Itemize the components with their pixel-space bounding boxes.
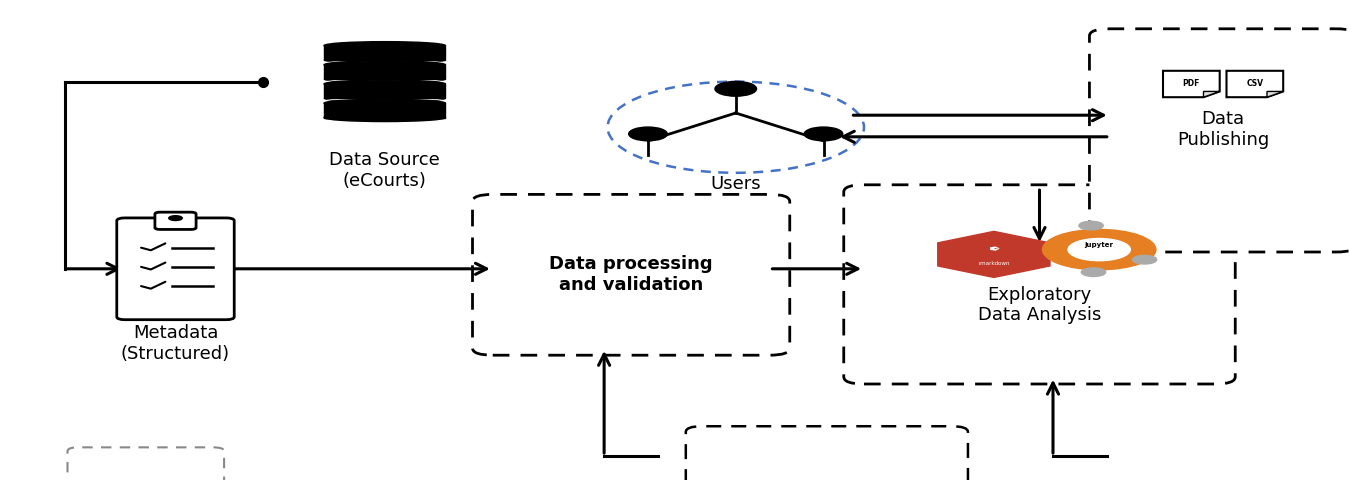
Bar bbox=[324, 84, 446, 98]
Ellipse shape bbox=[324, 75, 446, 83]
Polygon shape bbox=[1203, 91, 1219, 97]
Circle shape bbox=[1133, 255, 1157, 264]
Circle shape bbox=[169, 216, 182, 220]
Text: Data Source
(eCourts): Data Source (eCourts) bbox=[329, 151, 440, 190]
Circle shape bbox=[1042, 229, 1156, 270]
Ellipse shape bbox=[324, 99, 446, 107]
FancyBboxPatch shape bbox=[844, 185, 1235, 384]
Circle shape bbox=[716, 82, 756, 96]
Ellipse shape bbox=[324, 95, 446, 102]
Text: Exploratory
Data Analysis: Exploratory Data Analysis bbox=[977, 286, 1102, 324]
Text: jupyter: jupyter bbox=[1084, 241, 1114, 248]
FancyBboxPatch shape bbox=[686, 426, 968, 480]
Circle shape bbox=[1079, 221, 1103, 230]
Polygon shape bbox=[1227, 71, 1284, 97]
Bar bbox=[324, 65, 446, 79]
FancyBboxPatch shape bbox=[472, 194, 790, 355]
Text: PDF: PDF bbox=[1183, 79, 1200, 87]
Bar bbox=[323, 79, 447, 84]
Bar bbox=[324, 46, 446, 60]
Text: Data processing
and validation: Data processing and validation bbox=[549, 255, 713, 294]
Text: rmarkdown: rmarkdown bbox=[979, 261, 1010, 265]
FancyBboxPatch shape bbox=[68, 447, 224, 480]
Ellipse shape bbox=[324, 80, 446, 88]
Ellipse shape bbox=[324, 42, 446, 49]
Ellipse shape bbox=[324, 56, 446, 64]
FancyBboxPatch shape bbox=[1089, 29, 1350, 252]
Text: Users: Users bbox=[710, 175, 761, 193]
Polygon shape bbox=[1162, 71, 1219, 97]
Text: Data
Publishing: Data Publishing bbox=[1177, 110, 1269, 149]
Ellipse shape bbox=[324, 61, 446, 69]
Circle shape bbox=[805, 127, 842, 141]
Circle shape bbox=[1081, 268, 1106, 276]
Text: Metadata
(Structured): Metadata (Structured) bbox=[122, 324, 230, 363]
Circle shape bbox=[608, 82, 864, 173]
Circle shape bbox=[629, 127, 667, 141]
Text: CSV: CSV bbox=[1246, 79, 1264, 87]
Text: ✒: ✒ bbox=[988, 243, 1000, 258]
FancyBboxPatch shape bbox=[116, 218, 235, 320]
Polygon shape bbox=[1268, 91, 1284, 97]
Ellipse shape bbox=[324, 114, 446, 121]
FancyBboxPatch shape bbox=[155, 212, 196, 229]
Bar bbox=[323, 60, 447, 65]
Polygon shape bbox=[938, 231, 1050, 277]
Bar bbox=[324, 103, 446, 118]
Circle shape bbox=[1068, 239, 1130, 261]
Bar bbox=[323, 98, 447, 103]
